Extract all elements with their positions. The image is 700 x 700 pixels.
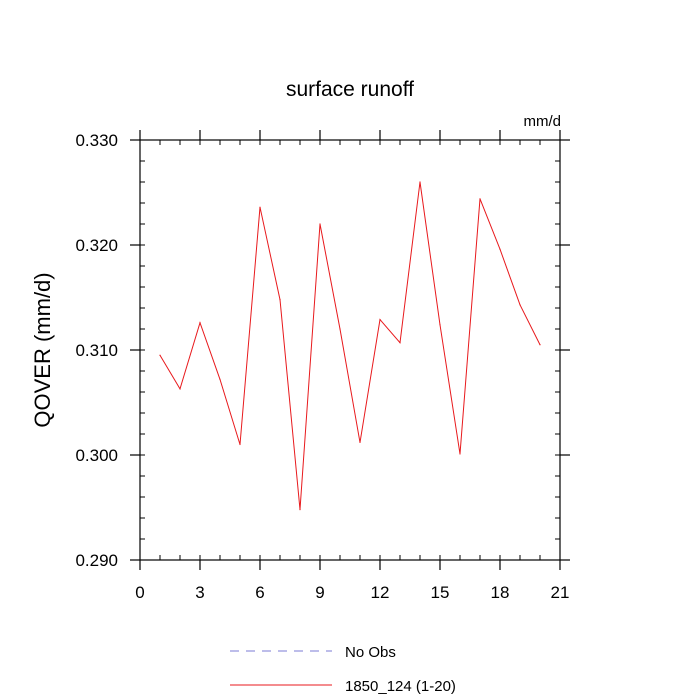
- x-tick-label: 6: [255, 583, 264, 602]
- x-tick-label: 21: [551, 583, 570, 602]
- data-point: [499, 248, 501, 250]
- data-point: [279, 299, 281, 301]
- x-tick-label: 3: [195, 583, 204, 602]
- data-point: [359, 441, 361, 443]
- data-point: [419, 181, 421, 183]
- series-layer: [159, 181, 541, 511]
- x-tick-label: 15: [431, 583, 450, 602]
- x-tick-label: 18: [491, 583, 510, 602]
- data-point: [459, 453, 461, 455]
- plot-frame: [139, 139, 561, 561]
- data-point: [239, 443, 241, 446]
- y-tick-label: 0.320: [75, 236, 118, 255]
- y-axis-label: QOVER (mm/d): [30, 272, 55, 427]
- units-label: mm/d: [524, 113, 562, 130]
- data-point: [199, 322, 201, 324]
- x-tick-label: 0: [135, 583, 144, 602]
- data-point: [479, 198, 481, 200]
- data-point: [339, 328, 341, 330]
- y-tick-label: 0.300: [75, 446, 118, 465]
- data-point: [399, 342, 401, 344]
- series-line: [159, 181, 541, 510]
- y-tick-label: 0.330: [75, 131, 118, 150]
- data-point: [219, 378, 221, 380]
- y-tick-label: 0.290: [75, 551, 118, 570]
- data-point: [259, 206, 261, 208]
- x-axis-ticks: 0 3 6 9 12 15 18 21: [135, 130, 569, 602]
- data-point: [319, 223, 321, 225]
- y-axis-ticks: 0.290 0.300 0.310 0.320 0.330: [75, 131, 570, 570]
- legend: No Obs 1850_124 (1-20): [230, 644, 456, 695]
- data-point: [539, 344, 541, 346]
- y-tick-label: 0.310: [75, 341, 118, 360]
- data-point: [179, 388, 181, 390]
- legend-label: No Obs: [345, 644, 396, 661]
- data-point: [299, 509, 301, 511]
- minor-ticks: [139, 139, 561, 561]
- data-point: [439, 324, 441, 326]
- data-point: [379, 318, 381, 321]
- data-point: [519, 304, 521, 306]
- data-point: [159, 354, 161, 356]
- x-tick-label: 9: [315, 583, 324, 602]
- legend-label: 1850_124 (1-20): [345, 678, 456, 695]
- x-tick-label: 12: [371, 583, 390, 602]
- chart-title: surface runoff: [286, 78, 414, 101]
